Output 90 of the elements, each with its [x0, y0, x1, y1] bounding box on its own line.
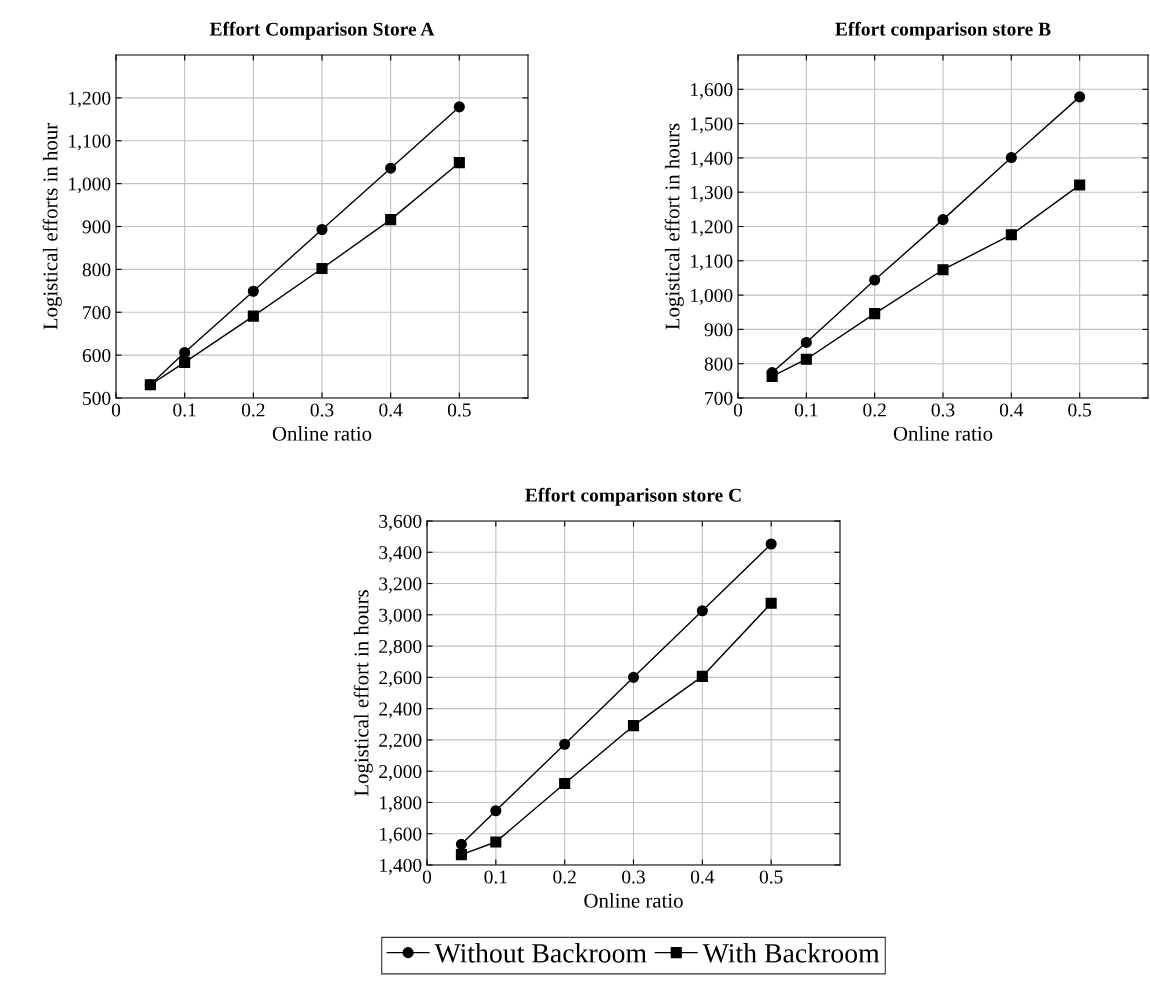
x-tick-label: 0.2	[553, 870, 576, 884]
point	[490, 836, 502, 848]
point	[937, 264, 949, 276]
x-tick-label: 0.5	[1068, 403, 1092, 417]
y-tick-label: 3,000	[379, 608, 422, 625]
point	[453, 101, 465, 113]
y-tick-label: 3,200	[379, 577, 422, 594]
y-tick-label: 1,800	[380, 796, 422, 813]
y-axis-title: Logistical effort in hours	[664, 123, 684, 330]
y-tick-label: 1,200	[69, 91, 111, 108]
point	[765, 597, 777, 609]
y-tick-label: 1,300	[691, 186, 733, 202]
point	[247, 285, 259, 297]
x-tick-label: 0.4	[690, 870, 715, 884]
point	[627, 720, 640, 732]
x-tick-label: 0	[422, 870, 432, 884]
x-tick-label: 0.1	[794, 403, 818, 417]
y-tick-label: 700	[83, 306, 111, 320]
legend-label: Without Backroom	[434, 943, 647, 963]
y-tick-label: 1,100	[69, 134, 111, 151]
y-tick-label: 800	[82, 263, 111, 277]
point	[247, 310, 259, 322]
y-tick-label: 1,200	[691, 220, 733, 237]
y-tick-label: 1,400	[691, 151, 733, 168]
chart-title: Effort comparison store B	[835, 21, 1051, 40]
x-tick-label: 0.3	[931, 403, 955, 417]
point	[800, 336, 812, 348]
x-tick-label: 0.3	[310, 403, 334, 417]
y-tick-label: 1,100	[691, 254, 733, 271]
y-tick-label: 2,400	[379, 702, 422, 719]
point	[455, 849, 467, 861]
point	[1074, 179, 1086, 191]
y-tick-label: 600	[82, 348, 111, 363]
point	[627, 671, 640, 683]
point	[696, 605, 708, 617]
point	[1005, 152, 1017, 164]
y-tick-label: 1,000	[691, 288, 733, 305]
point	[559, 777, 571, 790]
chart-title: Effort comparison store C	[525, 487, 741, 506]
point	[869, 274, 881, 286]
point	[385, 162, 397, 174]
y-tick-label: 900	[704, 323, 733, 337]
x-tick-label: 0.1	[173, 403, 196, 417]
x-tick-label: 0.4	[999, 403, 1024, 417]
y-tick-label: 2,200	[379, 733, 422, 750]
point	[559, 738, 571, 750]
point	[316, 262, 328, 275]
x-tick-label: 0.3	[622, 870, 645, 884]
y-axis-title: Logistical efforts in hour	[42, 123, 62, 330]
point	[1074, 91, 1086, 103]
y-tick-label: 2,800	[379, 639, 422, 656]
x-tick-label: 0.2	[863, 403, 886, 417]
chart-title: Effort Comparison Store A	[209, 21, 435, 40]
x-tick-label: 0.4	[379, 403, 403, 417]
y-tick-label: 1,500	[691, 117, 733, 134]
x-tick-label: 0.5	[759, 870, 783, 884]
y-tick-label: 900	[82, 220, 111, 234]
point	[316, 223, 328, 236]
point	[800, 353, 812, 365]
y-tick-label: 1,000	[69, 177, 111, 194]
y-axis-title: Logistical effort in hours	[353, 590, 373, 797]
x-tick-label: 0.1	[484, 870, 507, 884]
x-tick-label: 0	[733, 403, 743, 417]
y-tick-label: 1,600	[380, 827, 422, 844]
x-axis-title: Online ratio	[893, 426, 993, 441]
x-tick-label: 0.2	[241, 403, 265, 417]
x-tick-label: 0	[111, 403, 121, 417]
point	[453, 157, 465, 169]
y-tick-label: 1,400	[380, 858, 422, 875]
point	[179, 356, 191, 368]
y-tick-label: 3,600	[379, 514, 422, 531]
point	[1005, 229, 1017, 241]
y-tick-label: 2,000	[379, 765, 422, 781]
point	[937, 214, 949, 226]
point	[385, 214, 397, 226]
point	[765, 538, 777, 550]
point	[869, 308, 881, 320]
y-tick-label: 3,400	[379, 546, 422, 563]
legend-label: With Backroom	[702, 943, 880, 963]
y-tick-label: 800	[704, 357, 733, 371]
x-axis-title: Online ratio	[272, 426, 372, 441]
point	[455, 838, 467, 850]
y-tick-label: 700	[705, 391, 733, 405]
point	[490, 805, 502, 817]
x-tick-label: 0.5	[447, 403, 471, 417]
y-tick-label: 1,600	[691, 83, 733, 100]
x-axis-title: Online ratio	[584, 893, 683, 908]
point	[696, 670, 708, 682]
y-tick-label: 2,600	[379, 671, 422, 688]
y-tick-label: 500	[83, 391, 111, 405]
